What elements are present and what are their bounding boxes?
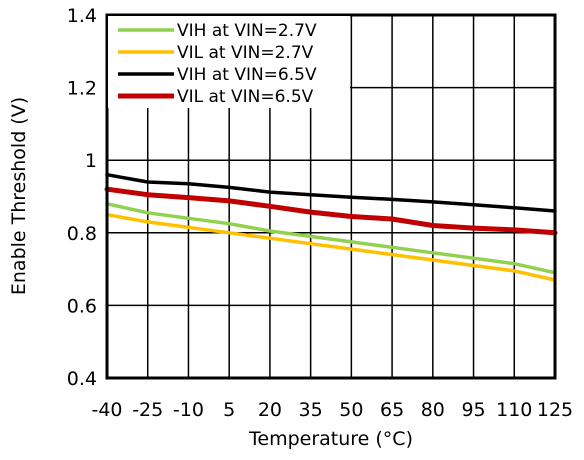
x-tick-label: 95 xyxy=(461,399,485,421)
series-line-2 xyxy=(105,212,557,282)
x-tick-label: 65 xyxy=(380,399,404,421)
y-tick-labels: 0.4 0.6 0.8 1 1.2 1.4 xyxy=(67,5,97,390)
y-tick-label: 1 xyxy=(85,150,97,172)
series-lines xyxy=(104,172,558,282)
y-axis-label: Enable Threshold (V) xyxy=(8,97,30,295)
x-axis-label: Temperature (°C) xyxy=(248,428,413,450)
y-tick-label: 1.4 xyxy=(67,5,97,27)
x-tick-label: 80 xyxy=(421,399,445,421)
y-tick-label: 0.4 xyxy=(67,368,97,390)
x-tick-label: 125 xyxy=(537,399,573,421)
x-tick-label: 110 xyxy=(496,399,532,421)
series-line-1 xyxy=(105,202,557,275)
legend-label: VIL at VIN=6.5V xyxy=(177,87,314,107)
y-tick-label: 0.6 xyxy=(67,295,97,317)
x-tick-label: 35 xyxy=(299,399,323,421)
plot-border xyxy=(105,13,557,380)
x-tick-label: -40 xyxy=(91,399,122,421)
x-tick-label: 5 xyxy=(223,399,235,421)
legend-label: VIL at VIN=2.7V xyxy=(177,43,314,63)
series-line-4 xyxy=(104,186,558,236)
x-tick-label: -10 xyxy=(173,399,204,421)
x-tick-label: 20 xyxy=(258,399,282,421)
legend-label: VIH at VIN=6.5V xyxy=(177,65,317,85)
y-tick-label: 0.8 xyxy=(67,223,97,245)
x-tick-label: -25 xyxy=(132,399,163,421)
x-tick-labels: -40 -25 -10 5 20 35 50 65 80 95 110 125 xyxy=(91,399,573,421)
y-tick-label: 1.2 xyxy=(67,78,97,100)
legend-label: VIH at VIN=2.7V xyxy=(177,21,317,41)
series-line-3 xyxy=(105,172,557,213)
x-tick-label: 50 xyxy=(339,399,363,421)
